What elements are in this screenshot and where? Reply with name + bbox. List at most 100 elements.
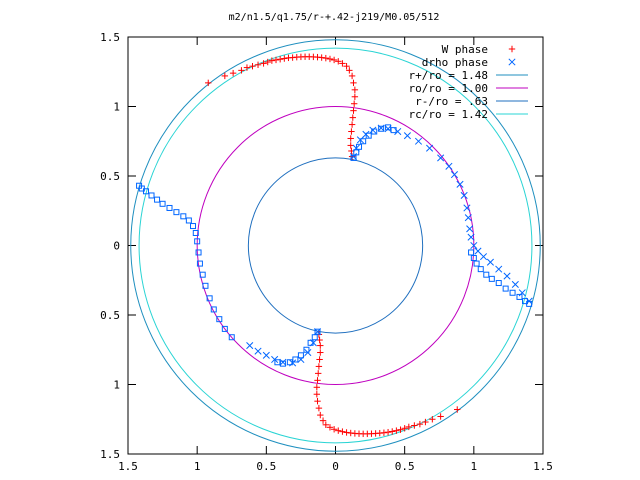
cross-b bbox=[463, 204, 471, 212]
x-tick-label: 1.5 bbox=[533, 460, 553, 473]
square-point bbox=[350, 154, 357, 161]
square-point bbox=[199, 271, 206, 278]
plus-point bbox=[322, 54, 330, 62]
cross-point bbox=[503, 272, 511, 280]
plus-point bbox=[389, 428, 396, 435]
cross-b bbox=[394, 127, 402, 136]
plus-point bbox=[319, 417, 327, 424]
plus-point bbox=[351, 93, 359, 100]
plus-point bbox=[243, 64, 251, 71]
cross-point bbox=[426, 144, 434, 152]
circle-r-1-48 bbox=[130, 39, 541, 452]
cross-b bbox=[369, 126, 377, 134]
square-point bbox=[148, 192, 155, 199]
series-1-points bbox=[246, 124, 533, 367]
plus-point bbox=[315, 363, 323, 370]
plus-point bbox=[272, 56, 280, 64]
cross-point bbox=[450, 171, 459, 179]
plus-point bbox=[348, 72, 356, 80]
plus-point bbox=[326, 424, 334, 431]
plus-point bbox=[317, 411, 324, 419]
cross-b bbox=[479, 253, 488, 261]
plus-point bbox=[315, 404, 323, 412]
y-tick-label: 1 bbox=[113, 101, 120, 114]
x-tick-label: 0.5 bbox=[256, 460, 276, 473]
cross-b bbox=[503, 272, 511, 280]
legend-label: ro/ro = 1.00 bbox=[409, 82, 488, 95]
plus-point bbox=[330, 426, 338, 433]
x-tick-label: 0.5 bbox=[395, 460, 415, 473]
plus-point bbox=[229, 69, 237, 77]
square-point bbox=[495, 280, 502, 287]
square-point bbox=[154, 196, 161, 203]
cross-point bbox=[467, 233, 475, 241]
cross-b bbox=[450, 171, 459, 179]
x-tick-label: 0 bbox=[332, 460, 339, 473]
plus-point bbox=[249, 62, 256, 70]
x-tick-label: 1 bbox=[471, 460, 478, 473]
cross-point bbox=[474, 247, 482, 255]
square-point bbox=[502, 285, 509, 292]
plus-point bbox=[350, 107, 357, 114]
cross-b bbox=[403, 132, 411, 140]
cross-point bbox=[414, 137, 423, 145]
cross-point bbox=[369, 126, 377, 134]
plus-point bbox=[335, 427, 342, 434]
legend-label: r+/ro = 1.48 bbox=[409, 69, 488, 82]
square-point bbox=[488, 275, 495, 282]
legend-label: drho phase bbox=[422, 56, 488, 69]
plus-point bbox=[343, 62, 350, 70]
square-point bbox=[516, 293, 523, 300]
square-point bbox=[196, 260, 203, 267]
plus-point bbox=[350, 79, 357, 87]
plus-point bbox=[322, 421, 330, 429]
square-point bbox=[390, 127, 397, 134]
plus-point bbox=[254, 61, 262, 68]
plus-point bbox=[238, 67, 245, 74]
y-tick-label: 1 bbox=[113, 379, 120, 392]
plus-point bbox=[348, 153, 356, 160]
cross-b bbox=[474, 247, 482, 255]
square-point bbox=[483, 271, 490, 278]
square-point bbox=[292, 356, 299, 363]
plus-point bbox=[318, 54, 325, 61]
square-point bbox=[353, 149, 360, 156]
square-point bbox=[286, 359, 293, 366]
plus-point bbox=[313, 391, 321, 398]
square-point bbox=[303, 346, 310, 353]
cross-point bbox=[479, 253, 488, 261]
plot-axes: 1.5 1 0.5 0 0.5 1 1.51.510.500.511.5 bbox=[100, 31, 553, 473]
cross-b bbox=[437, 154, 445, 162]
square-point bbox=[468, 249, 475, 256]
cross-b bbox=[445, 162, 453, 170]
plus-point bbox=[314, 397, 321, 405]
plus-point bbox=[330, 56, 338, 64]
square-point bbox=[477, 266, 484, 273]
cross-b bbox=[414, 137, 423, 145]
plus-point bbox=[454, 406, 461, 413]
square-point bbox=[314, 328, 321, 335]
cross-point bbox=[511, 280, 519, 288]
square-point bbox=[360, 138, 367, 145]
cross-point bbox=[464, 214, 472, 222]
plus-point bbox=[264, 58, 271, 66]
cross-point bbox=[445, 162, 453, 170]
plus-point bbox=[416, 420, 424, 428]
square-point bbox=[311, 334, 318, 341]
plus-point bbox=[339, 428, 346, 435]
circle-r-1-42 bbox=[138, 47, 533, 444]
square-point bbox=[159, 200, 166, 207]
plus-point bbox=[437, 413, 444, 420]
cross-point bbox=[486, 258, 494, 266]
plus-point bbox=[205, 79, 212, 87]
cross-point bbox=[495, 265, 503, 273]
y-tick-label: 1.5 bbox=[100, 448, 120, 461]
square-point bbox=[221, 325, 228, 332]
square-point bbox=[180, 213, 187, 220]
legend-label: r-/ro = .63 bbox=[415, 95, 488, 108]
cross-point bbox=[470, 241, 478, 250]
plus-point bbox=[343, 429, 350, 436]
plus-point bbox=[316, 356, 323, 363]
